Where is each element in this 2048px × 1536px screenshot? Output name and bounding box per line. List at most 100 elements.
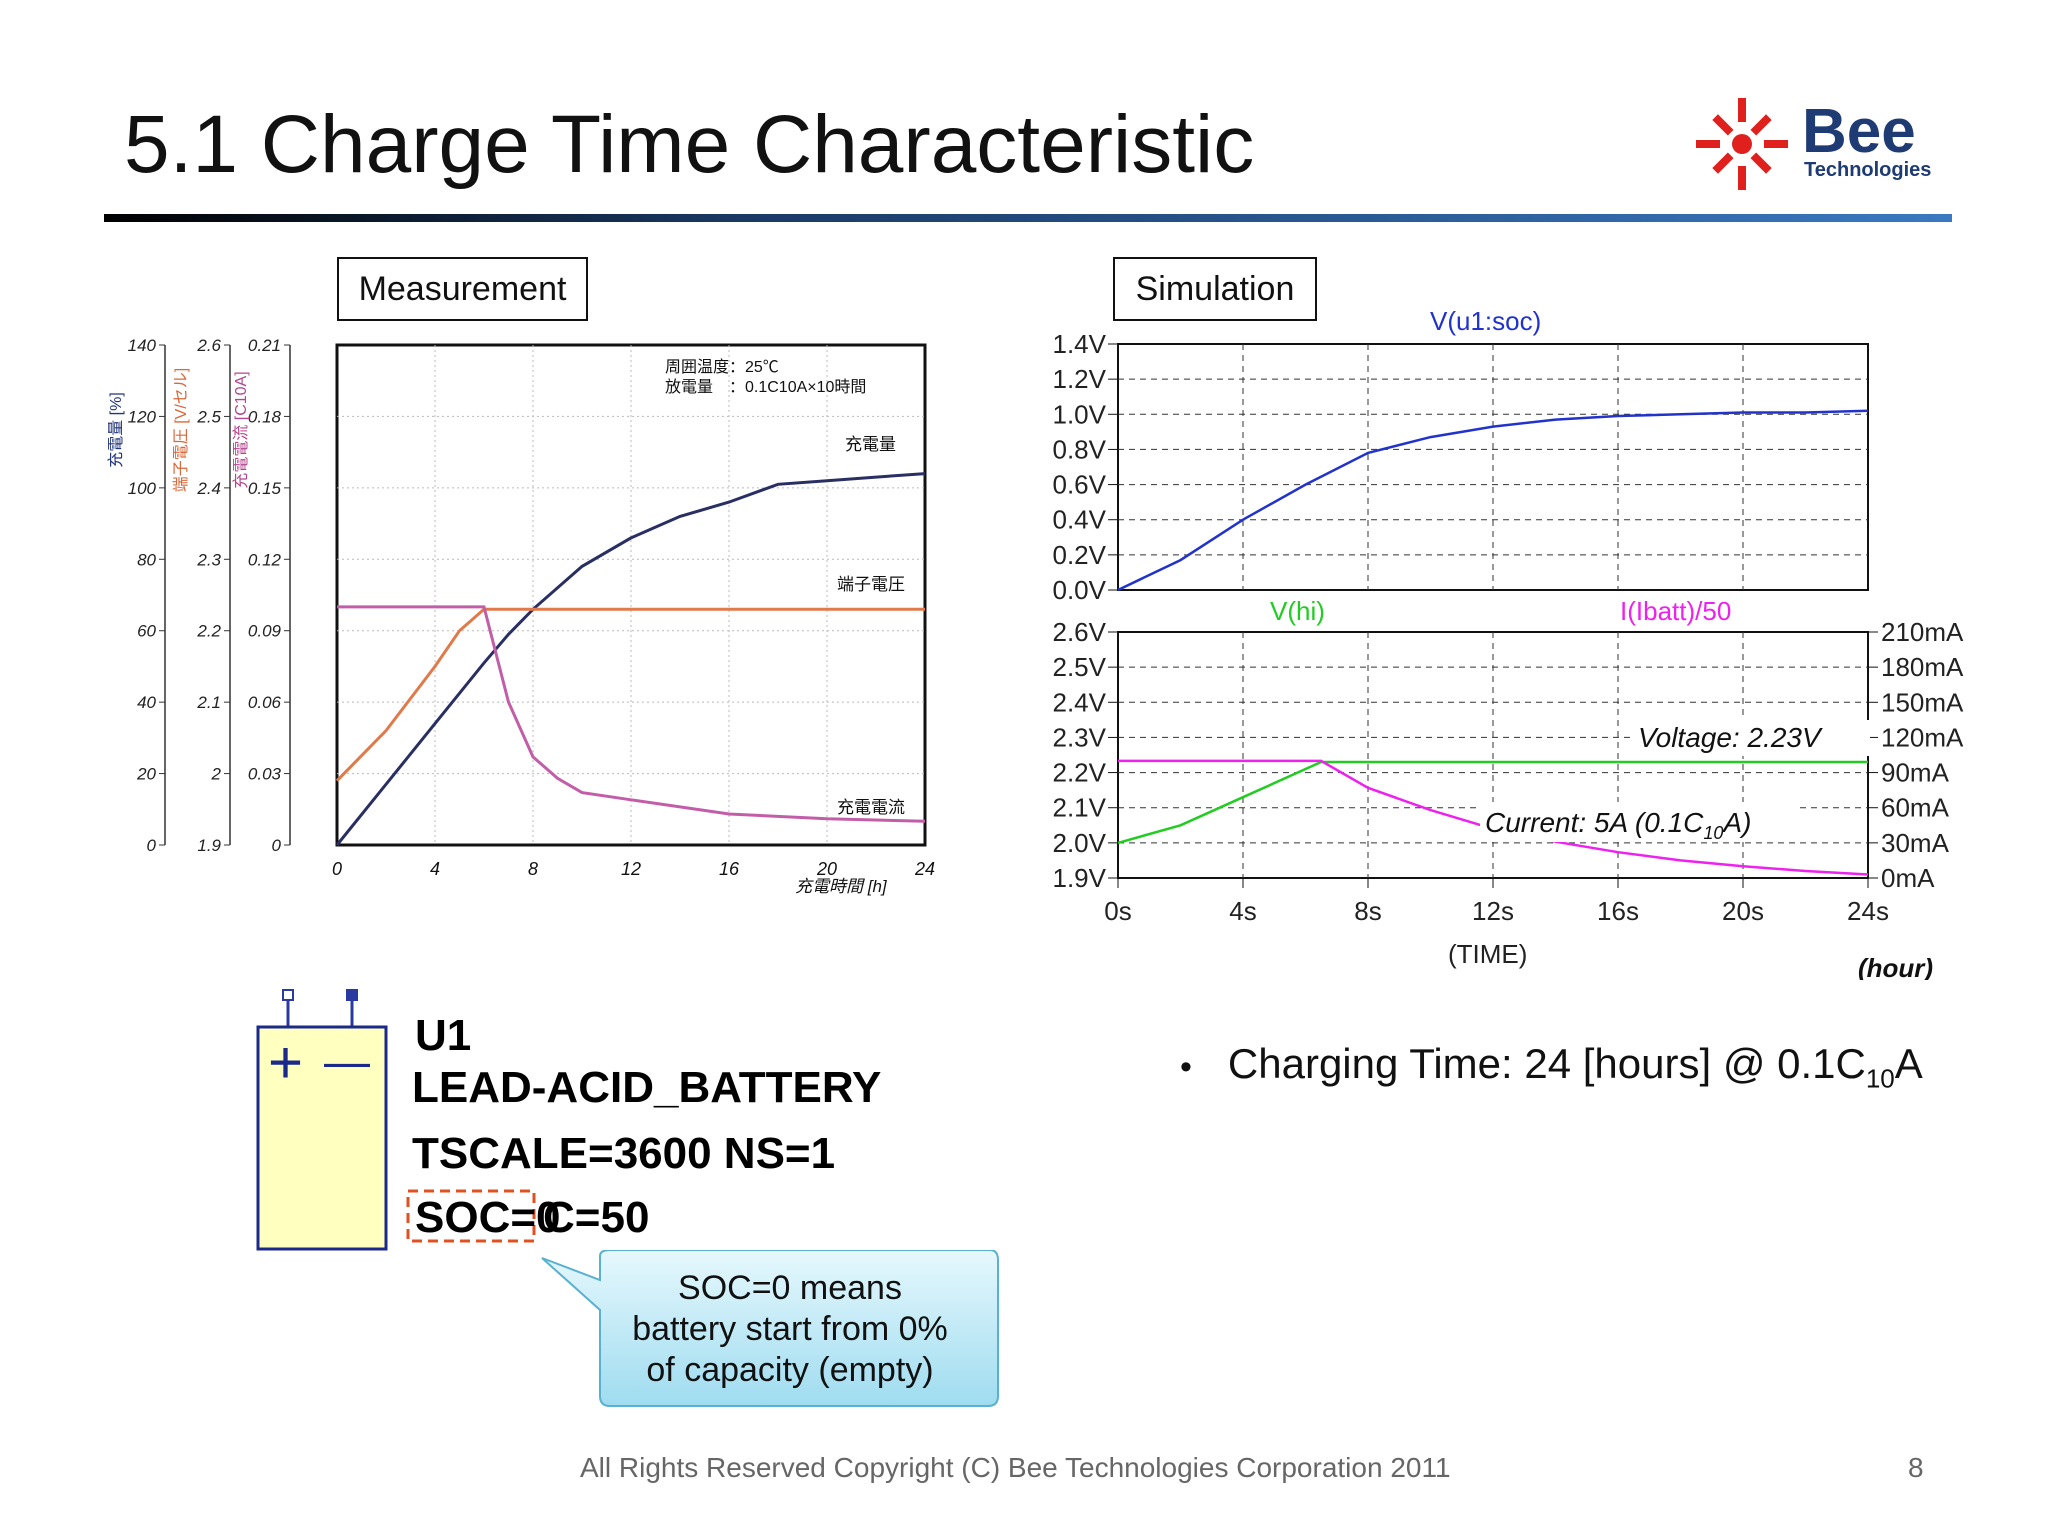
simulation-y-tick: 2.1V xyxy=(1053,793,1107,823)
battery-plus-sign: + xyxy=(268,1029,303,1096)
simulation-y2-tick: 0mA xyxy=(1881,863,1935,893)
measurement-series-line xyxy=(335,607,925,782)
bee-technologies-logo: Bee Technologies xyxy=(1696,97,1931,190)
bullet-sub: 10 xyxy=(1865,1063,1895,1094)
measurement-y-tick: 0.18 xyxy=(248,407,282,426)
soc-param: SOC=0 xyxy=(415,1193,561,1242)
measurement-x-tick: 16 xyxy=(719,859,740,879)
simulation-x-tick: 16s xyxy=(1597,896,1639,926)
simulation-y2-tick: 150mA xyxy=(1881,687,1964,717)
callout-line-1: SOC=0 means xyxy=(678,1269,902,1307)
simulation-y2-tick: 120mA xyxy=(1881,722,1964,752)
simulation-y-tick: 0.8V xyxy=(1053,434,1107,464)
bullet-dot: • xyxy=(1180,1048,1192,1086)
logo-burst-icon xyxy=(1696,98,1788,190)
measurement-y-tick: 0.15 xyxy=(248,479,282,498)
measurement-y-axis-label: 充電電流 [C10A] xyxy=(232,371,250,488)
measurement-y-tick: 140 xyxy=(128,336,157,355)
measurement-y-tick: 0.12 xyxy=(248,550,282,569)
battery-terminal-minus xyxy=(346,989,358,1001)
simulation-x-tick: 4s xyxy=(1229,896,1256,926)
simulation-y2-tick: 30mA xyxy=(1881,828,1950,858)
simulation-y2-tick: 210mA xyxy=(1881,617,1964,647)
measurement-y-tick: 2.4 xyxy=(196,479,221,498)
time-axis-label: (TIME) xyxy=(1448,939,1527,969)
simulation-y-tick: 2.4V xyxy=(1053,687,1107,717)
copyright-footer: All Rights Reserved Copyright (C) Bee Te… xyxy=(580,1452,1451,1483)
simulation-y-tick: 0.6V xyxy=(1053,470,1107,500)
title-rule xyxy=(104,214,1952,222)
measurement-label: Measurement xyxy=(337,257,588,321)
simulation-x-tick: 20s xyxy=(1722,896,1764,926)
simulation-y2-tick: 180mA xyxy=(1881,652,1964,682)
simulation-y-tick: 2.6V xyxy=(1053,617,1107,647)
battery-body xyxy=(256,1025,388,1251)
simulation-y-tick: 1.2V xyxy=(1053,364,1107,394)
measurement-y-tick: 2 xyxy=(211,765,222,784)
measurement-x-tick: 8 xyxy=(528,859,538,879)
measurement-y-tick: 2.2 xyxy=(196,622,221,641)
slide-title: 5.1 Charge Time Characteristic xyxy=(124,99,1255,190)
callout-line-3: of capacity (empty) xyxy=(646,1351,934,1389)
measurement-x-tick: 24 xyxy=(914,859,935,879)
battery-component: + — U1 LEAD-ACID_BATTERY TSCALE=3600 NS=… xyxy=(256,989,881,1251)
measurement-y-tick: 0.03 xyxy=(248,765,282,784)
measurement-label-voltage: 端子電圧 xyxy=(837,575,905,594)
vhi-trace-label: V(hi) xyxy=(1270,596,1325,626)
measurement-series-line xyxy=(337,605,926,823)
simulation-x-tick: 0s xyxy=(1104,896,1131,926)
simulation-y-tick: 2.3V xyxy=(1053,722,1107,752)
measurement-y-tick: 0.09 xyxy=(248,622,282,641)
simulation-y-tick: 1.9V xyxy=(1053,863,1107,893)
soc-series-line xyxy=(1117,409,1869,592)
measurement-y-tick: 60 xyxy=(137,622,156,641)
callout-text: SOC=0 means battery start from 0% of cap… xyxy=(600,1268,980,1391)
measurement-y-tick: 2.5 xyxy=(196,407,221,426)
simulation-y-tick: 1.0V xyxy=(1053,399,1107,429)
battery-minus-sign: — xyxy=(324,1035,370,1087)
measurement-series-line xyxy=(335,472,926,846)
simulation-chart: 1.4V 1.2V 1.0V 0.8V 0.6V 0.4V 0.2V 0.0V 2.6V 2.5V… xyxy=(1053,306,1965,980)
measurement-x-axis-label: 充電時間 [h] xyxy=(795,877,888,896)
battery-terminal-plus xyxy=(282,989,294,1001)
callout-line-2: battery start from 0% xyxy=(632,1310,948,1348)
voltage-annotation: Voltage: 2.23V xyxy=(1638,722,1823,753)
bullet-text: Charging Time: 24 [hours] @ 0.1C xyxy=(1227,1040,1866,1087)
simulation-y-tick: 2.2V xyxy=(1053,758,1107,788)
measurement-note-1: 周囲温度：25℃ xyxy=(665,358,779,376)
simulation-series-line xyxy=(1117,760,1868,845)
component-name: U1 xyxy=(415,1011,471,1060)
soc-highlight-box xyxy=(406,1189,536,1243)
measurement-y-tick: 0 xyxy=(272,836,282,855)
simulation-axes: 1.4V 1.2V 1.0V 0.8V 0.6V 0.4V 0.2V 0.0V 2.6V 2.5V… xyxy=(1053,329,1965,926)
measurement-y-tick: 40 xyxy=(137,693,156,712)
logo-subtext: Technologies xyxy=(1804,159,1931,181)
simulation-x-tick: 12s xyxy=(1472,896,1514,926)
measurement-x-tick: 0 xyxy=(332,859,342,879)
simulation-label: Simulation xyxy=(1113,257,1317,321)
measurement-series xyxy=(335,472,926,846)
measurement-y-tick: 0.06 xyxy=(248,693,282,712)
charging-time-bullet: • Charging Time: 24 [hours] @ 0.1C10A xyxy=(1180,1040,1923,1094)
measurement-y-tick: 20 xyxy=(136,765,156,784)
ibatt-trace-label: I(Ibatt)/50 xyxy=(1620,596,1731,626)
simulation-x-tick: 24s xyxy=(1847,896,1889,926)
soc-callout-bubble xyxy=(541,1250,999,1407)
page-number: 8 xyxy=(1908,1452,1924,1483)
simulation-y-tick: 1.4V xyxy=(1053,329,1107,359)
measurement-y-tick: 2.6 xyxy=(196,336,221,355)
measurement-x-tick: 20 xyxy=(816,859,837,879)
measurement-x-tick: 4 xyxy=(430,859,440,879)
simulation-y2-tick: 90mA xyxy=(1881,758,1950,788)
measurement-label-current: 充電電流 xyxy=(837,798,905,817)
simulation-grid xyxy=(1118,344,1868,878)
simulation-y-tick: 0.0V xyxy=(1053,575,1107,605)
soc-trace-label: V(u1:soc) xyxy=(1430,306,1541,336)
measurement-label-charge: 充電量 xyxy=(845,435,896,454)
measurement-y-tick: 0 xyxy=(147,836,157,855)
measurement-y-tick: 1.9 xyxy=(197,836,221,855)
bullet-suffix: A xyxy=(1894,1040,1923,1087)
measurement-y-tick: 0.21 xyxy=(248,336,281,355)
